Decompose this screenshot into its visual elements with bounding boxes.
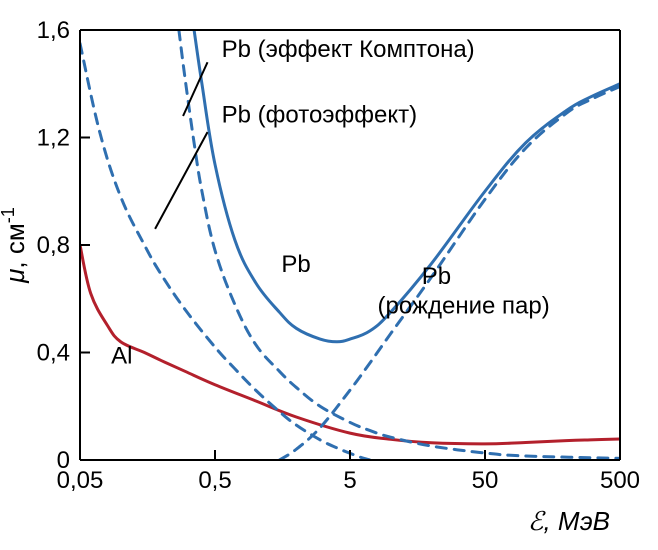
y-tick-label: 0	[57, 447, 70, 474]
attenuation-chart: 0,050,555050000,40,81,21,6μ, см-1ℰ, МэВP…	[0, 0, 658, 550]
annotation-pair_label_2: (рождение пар)	[378, 293, 550, 320]
y-tick-label: 0,4	[37, 340, 70, 367]
annotation-photo_label: Pb (фотоэффект)	[222, 102, 418, 129]
x-tick-label: 500	[600, 467, 640, 494]
x-tick-label: 0,5	[198, 467, 231, 494]
annotation-pb_label: Pb	[281, 251, 310, 278]
x-tick-label: 5	[343, 467, 356, 494]
x-tick-label: 50	[472, 467, 499, 494]
annotation-compton_label: Pb (эффект Комптона)	[222, 36, 475, 63]
y-tick-label: 1,6	[37, 17, 70, 44]
y-tick-label: 1,2	[37, 125, 70, 152]
x-axis-label: ℰ, МэВ	[528, 506, 610, 536]
annotation-pair_label_1: Pb	[422, 263, 451, 290]
annotation-al_label: Al	[111, 342, 132, 369]
y-tick-label: 0,8	[37, 232, 70, 259]
